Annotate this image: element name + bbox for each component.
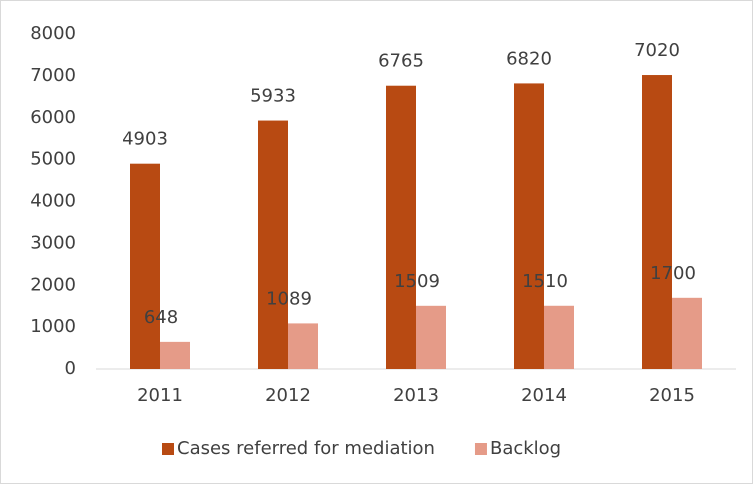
x-tick-label: 2011 [137,385,183,406]
bar [416,305,446,369]
bar [160,341,190,369]
data-label: 1089 [266,288,312,309]
y-tick-label: 1000 [30,316,76,337]
legend-label: Backlog [490,438,561,459]
legend-swatch [474,443,487,455]
x-tick-label: 2013 [393,385,439,406]
bar [514,83,544,369]
bar [258,120,288,369]
x-tick-label: 2014 [521,385,567,406]
data-label: 6765 [378,51,424,72]
legend-swatch [162,443,174,455]
y-tick-label: 7000 [30,65,76,86]
y-tick-label: 8000 [30,23,76,44]
bar [544,305,574,369]
y-tick-label: 6000 [30,107,76,128]
data-label: 6820 [506,48,552,69]
data-label: 5933 [250,86,296,107]
y-tick-label: 4000 [30,191,76,212]
bar [642,75,672,369]
bar [288,323,318,369]
x-tick-label: 2012 [265,385,311,406]
y-tick-label: 3000 [30,232,76,253]
legend-label: Cases referred for mediation [177,438,435,459]
bar [672,297,702,369]
bar [130,163,160,369]
bar [386,85,416,369]
data-label: 1510 [522,271,568,292]
x-tick-label: 2015 [649,385,695,406]
data-label: 4903 [122,129,168,150]
y-tick-label: 0 [65,358,76,379]
data-label: 7020 [634,40,680,61]
data-label: 648 [144,307,178,328]
data-label: 1509 [394,271,440,292]
y-tick-label: 2000 [30,274,76,295]
data-label: 1700 [650,263,696,284]
y-tick-label: 5000 [30,149,76,170]
